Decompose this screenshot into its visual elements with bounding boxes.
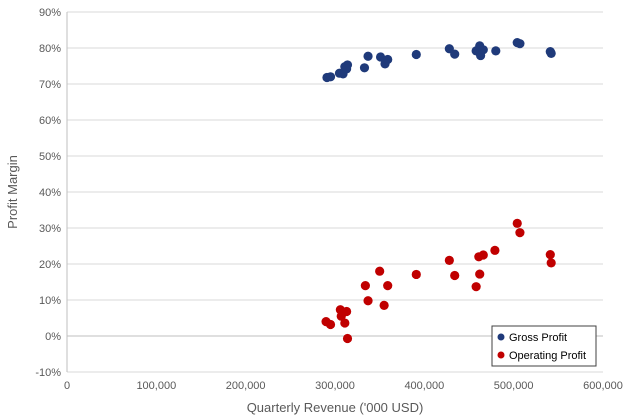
y-tick-label: 60% xyxy=(39,115,61,127)
point-operating-profit xyxy=(379,300,389,310)
y-tick-labels: -10% 0% 10% 20% 30% 40% 50% 60% 70% 80% 90% xyxy=(35,7,61,379)
point-operating-profit xyxy=(325,319,336,330)
point-operating-profit xyxy=(546,258,556,268)
point-operating-profit xyxy=(340,318,350,328)
point-operating-profit xyxy=(490,245,500,255)
x-tick-label: 300,000 xyxy=(315,380,355,392)
y-tick-label: 80% xyxy=(39,43,61,55)
point-operating-profit xyxy=(411,269,421,280)
point-gross-profit xyxy=(450,49,460,59)
point-operating-profit xyxy=(515,228,525,238)
point-operating-profit xyxy=(471,282,481,292)
point-operating-profit xyxy=(363,296,373,306)
point-gross-profit xyxy=(546,48,556,59)
gridlines xyxy=(67,11,603,373)
y-tick-label: 10% xyxy=(39,295,61,307)
point-operating-profit xyxy=(478,250,488,260)
y-tick-label: 70% xyxy=(39,79,61,91)
point-operating-profit xyxy=(444,255,454,265)
point-operating-profit xyxy=(375,266,385,276)
point-gross-profit xyxy=(515,39,525,49)
legend-box xyxy=(491,325,597,367)
point-gross-profit xyxy=(375,52,386,62)
point-operating-profit xyxy=(512,218,522,228)
point-gross-profit xyxy=(325,72,336,82)
x-tick-labels: 0 100,000 200,000 300,000 400,000 500,000 600,… xyxy=(64,380,623,392)
x-axis-title: Quarterly Revenue ('000 USD) xyxy=(247,400,424,415)
y-tick-label: 0% xyxy=(45,331,61,343)
data-points xyxy=(321,38,556,344)
point-gross-profit xyxy=(491,46,501,56)
x-tick-label: 500,000 xyxy=(494,380,534,392)
y-tick-label: 40% xyxy=(39,187,61,199)
point-operating-profit xyxy=(475,269,485,279)
y-tick-label: -10% xyxy=(35,367,61,379)
point-operating-profit xyxy=(450,270,460,281)
point-gross-profit xyxy=(411,49,421,60)
point-operating-profit xyxy=(383,281,393,291)
point-gross-profit xyxy=(363,51,373,61)
y-tick-label: 90% xyxy=(39,7,61,19)
x-tick-label: 400,000 xyxy=(404,380,444,392)
legend-label-gross-profit: Gross Profit xyxy=(509,332,567,344)
point-operating-profit xyxy=(342,306,352,317)
point-gross-profit xyxy=(342,64,352,74)
x-tick-label: 100,000 xyxy=(136,380,176,392)
point-operating-profit xyxy=(360,281,370,291)
legend-marker-gross-profit xyxy=(497,333,505,341)
point-operating-profit xyxy=(545,250,555,260)
point-gross-profit xyxy=(478,45,488,55)
y-tick-label: 20% xyxy=(39,259,61,271)
point-operating-profit xyxy=(342,333,353,344)
legend-label-operating-profit: Operating Profit xyxy=(509,350,586,362)
x-tick-label: 200,000 xyxy=(226,380,266,392)
point-gross-profit xyxy=(359,63,370,73)
y-tick-label: 30% xyxy=(39,223,61,235)
y-tick-label: 50% xyxy=(39,151,61,163)
y-axis-title: Profit Margin xyxy=(5,155,20,229)
x-tick-label: 0 xyxy=(64,380,70,392)
point-gross-profit xyxy=(383,54,393,65)
legend-marker-operating-profit xyxy=(497,351,505,359)
legend: Gross Profit Operating Profit xyxy=(491,325,597,367)
x-tick-label: 600,000 xyxy=(583,380,623,392)
